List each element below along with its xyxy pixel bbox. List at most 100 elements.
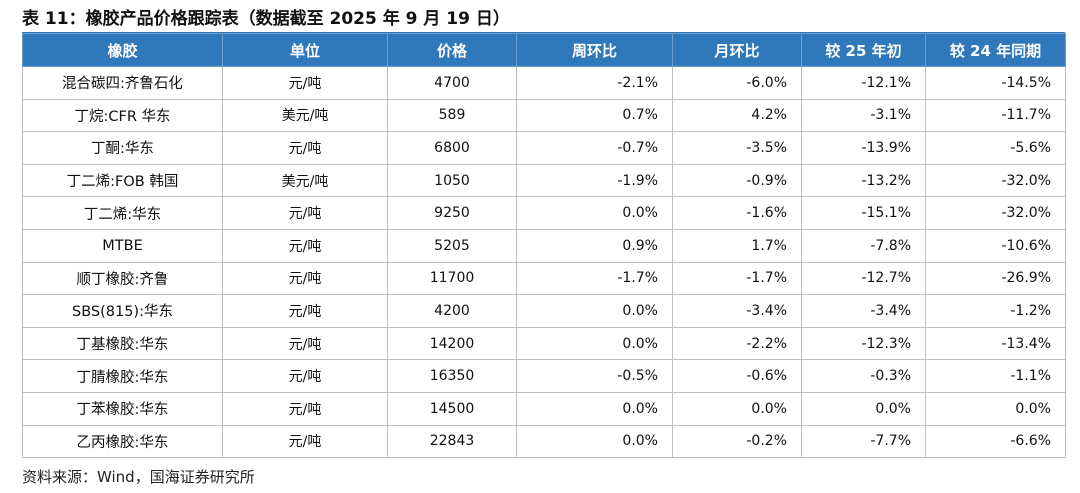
cell-wow: 0.9% [516, 228, 673, 263]
cell-yoy: -5.6% [925, 131, 1066, 165]
cell-mom: -3.4% [672, 294, 802, 328]
cell-mom: -0.2% [672, 424, 802, 459]
cell-wow: -0.5% [516, 359, 673, 393]
cell-name: 丁二烯:FOB 韩国 [22, 163, 223, 198]
table-row: 丁基橡胶:华东 元/吨 14200 0.0% -2.2% -12.3% -13.4% [22, 326, 1066, 361]
cell-price: 1050 [387, 163, 517, 198]
table-row: 丁二烯:FOB 韩国 美元/吨 1050 -1.9% -0.9% -13.2% -32.0% [22, 163, 1066, 198]
col-header-yoy: 较 24 年同期 [925, 33, 1066, 67]
cell-mom: -3.5% [672, 131, 802, 165]
cell-unit: 元/吨 [222, 228, 388, 263]
cell-ytd: -7.8% [801, 228, 926, 263]
cell-ytd: -3.1% [801, 98, 926, 133]
cell-unit: 美元/吨 [222, 163, 388, 198]
cell-price: 16350 [387, 359, 517, 393]
cell-price: 4700 [387, 66, 517, 100]
cell-ytd: -15.1% [801, 196, 926, 230]
cell-unit: 元/吨 [222, 294, 388, 328]
cell-wow: -1.7% [516, 261, 673, 296]
cell-wow: 0.7% [516, 98, 673, 133]
cell-mom: 4.2% [672, 98, 802, 133]
cell-price: 5205 [387, 228, 517, 263]
table-row: 丁苯橡胶:华东 元/吨 14500 0.0% 0.0% 0.0% 0.0% [22, 391, 1066, 426]
cell-name: SBS(815):华东 [22, 294, 223, 328]
cell-ytd: -13.2% [801, 163, 926, 198]
cell-wow: -2.1% [516, 66, 673, 100]
cell-price: 589 [387, 98, 517, 133]
cell-unit: 元/吨 [222, 196, 388, 230]
cell-yoy: -10.6% [925, 228, 1066, 263]
cell-name: 丁烷:CFR 华东 [22, 98, 223, 133]
cell-mom: -2.2% [672, 326, 802, 361]
cell-price: 11700 [387, 261, 517, 296]
cell-price: 14200 [387, 326, 517, 361]
cell-name: 乙丙橡胶:华东 [22, 424, 223, 459]
cell-mom: 1.7% [672, 228, 802, 263]
cell-ytd: -13.9% [801, 131, 926, 165]
cell-yoy: -13.4% [925, 326, 1066, 361]
table-row: 丁酮:华东 元/吨 6800 -0.7% -3.5% -13.9% -5.6% [22, 131, 1066, 165]
table-header-row: 橡胶 单位 价格 周环比 月环比 较 25 年初 较 24 年同期 [22, 33, 1066, 67]
cell-wow: 0.0% [516, 391, 673, 426]
table-row: 丁腈橡胶:华东 元/吨 16350 -0.5% -0.6% -0.3% -1.1% [22, 359, 1066, 393]
cell-yoy: -14.5% [925, 66, 1066, 100]
cell-wow: -0.7% [516, 131, 673, 165]
cell-unit: 元/吨 [222, 66, 388, 100]
cell-mom: 0.0% [672, 391, 802, 426]
cell-yoy: -1.2% [925, 294, 1066, 328]
table-row: MTBE 元/吨 5205 0.9% 1.7% -7.8% -10.6% [22, 228, 1066, 263]
cell-mom: -1.6% [672, 196, 802, 230]
table-row: 乙丙橡胶:华东 元/吨 22843 0.0% -0.2% -7.7% -6.6% [22, 424, 1066, 459]
cell-wow: -1.9% [516, 163, 673, 198]
cell-yoy: -1.1% [925, 359, 1066, 393]
col-header-mom: 月环比 [672, 33, 802, 67]
cell-ytd: -12.3% [801, 326, 926, 361]
cell-price: 22843 [387, 424, 517, 459]
cell-name: 丁二烯:华东 [22, 196, 223, 230]
cell-yoy: 0.0% [925, 391, 1066, 426]
cell-name: 顺丁橡胶:齐鲁 [22, 261, 223, 296]
cell-unit: 元/吨 [222, 326, 388, 361]
cell-unit: 元/吨 [222, 359, 388, 393]
cell-ytd: -7.7% [801, 424, 926, 459]
col-header-rubber: 橡胶 [22, 33, 223, 67]
table-row: 混合碳四:齐鲁石化 元/吨 4700 -2.1% -6.0% -12.1% -14.5% [22, 66, 1066, 100]
cell-ytd: -0.3% [801, 359, 926, 393]
col-header-wow: 周环比 [516, 33, 673, 67]
table-title: 表 11：橡胶产品价格跟踪表（数据截至 2025 年 9 月 19 日） [22, 9, 510, 29]
cell-unit: 美元/吨 [222, 98, 388, 133]
cell-yoy: -26.9% [925, 261, 1066, 296]
cell-mom: -0.9% [672, 163, 802, 198]
cell-unit: 元/吨 [222, 261, 388, 296]
cell-wow: 0.0% [516, 424, 673, 459]
cell-yoy: -32.0% [925, 196, 1066, 230]
cell-ytd: -12.7% [801, 261, 926, 296]
table-row: 顺丁橡胶:齐鲁 元/吨 11700 -1.7% -1.7% -12.7% -26.9% [22, 261, 1066, 296]
source-note: 资料来源：Wind，国海证券研究所 [22, 468, 255, 486]
cell-price: 9250 [387, 196, 517, 230]
col-header-unit: 单位 [222, 33, 388, 67]
cell-price: 4200 [387, 294, 517, 328]
cell-name: 混合碳四:齐鲁石化 [22, 66, 223, 100]
cell-name: 丁苯橡胶:华东 [22, 391, 223, 426]
cell-price: 14500 [387, 391, 517, 426]
cell-name: 丁腈橡胶:华东 [22, 359, 223, 393]
cell-wow: 0.0% [516, 294, 673, 328]
col-header-price: 价格 [387, 33, 517, 67]
cell-mom: -0.6% [672, 359, 802, 393]
price-table: 橡胶 单位 价格 周环比 月环比 较 25 年初 较 24 年同期 混合碳四:齐… [22, 33, 1066, 459]
cell-ytd: 0.0% [801, 391, 926, 426]
col-header-ytd: 较 25 年初 [801, 33, 926, 67]
cell-yoy: -32.0% [925, 163, 1066, 198]
cell-unit: 元/吨 [222, 131, 388, 165]
cell-price: 6800 [387, 131, 517, 165]
cell-wow: 0.0% [516, 196, 673, 230]
cell-unit: 元/吨 [222, 424, 388, 459]
cell-yoy: -11.7% [925, 98, 1066, 133]
table-row: 丁二烯:华东 元/吨 9250 0.0% -1.6% -15.1% -32.0% [22, 196, 1066, 230]
cell-name: 丁酮:华东 [22, 131, 223, 165]
cell-ytd: -12.1% [801, 66, 926, 100]
table-row: 丁烷:CFR 华东 美元/吨 589 0.7% 4.2% -3.1% -11.7% [22, 98, 1066, 133]
cell-ytd: -3.4% [801, 294, 926, 328]
cell-name: 丁基橡胶:华东 [22, 326, 223, 361]
